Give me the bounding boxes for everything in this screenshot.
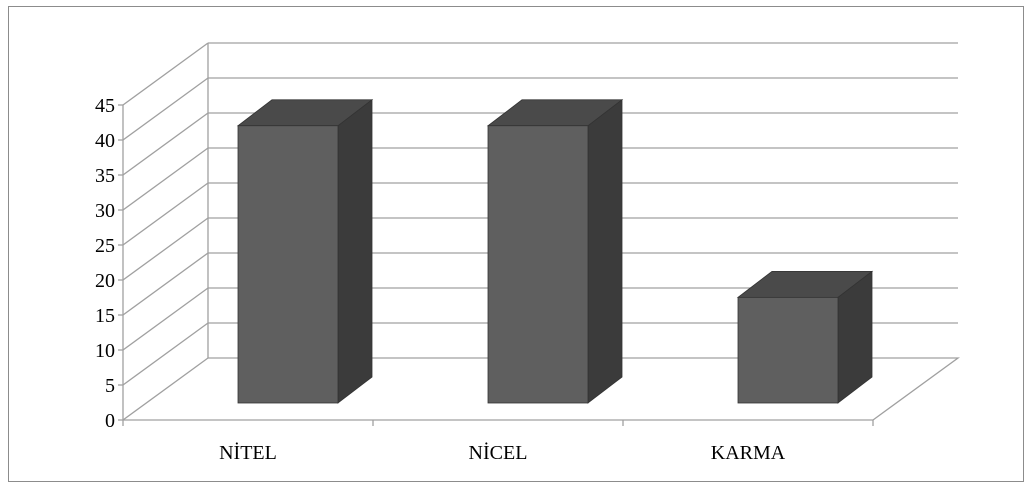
gridline-side — [122, 182, 209, 246]
gridline-side — [122, 322, 209, 386]
x-category-label: NİTEL — [219, 441, 277, 464]
gridline-side — [122, 77, 209, 141]
y-tick-label: 0 — [105, 410, 115, 432]
y-tick-label: 20 — [95, 270, 115, 292]
bar — [486, 98, 624, 404]
gridline-side — [122, 357, 209, 421]
y-tick-label: 10 — [95, 340, 115, 362]
gridline-side — [122, 217, 209, 281]
y-tick-label: 15 — [95, 305, 115, 327]
bar — [236, 98, 374, 404]
y-tick-label: 35 — [95, 165, 115, 187]
bar-side — [337, 98, 373, 404]
gridline-side — [122, 112, 209, 176]
y-tick-label: 45 — [95, 95, 115, 117]
gridline-side — [122, 287, 209, 351]
x-axis-categories: NİTEL NİCEL KARMA — [219, 441, 786, 464]
y-tick-label: 40 — [95, 130, 115, 152]
bar-side — [587, 98, 623, 404]
gridline-side — [122, 147, 209, 211]
y-tick-label: 30 — [95, 200, 115, 222]
bars — [236, 98, 874, 404]
gridline-side — [122, 252, 209, 316]
x-category-label: NİCEL — [469, 441, 528, 464]
bar-front — [737, 296, 839, 404]
x-category-label: KARMA — [711, 442, 786, 464]
bar-front — [487, 125, 589, 404]
bar-front — [237, 125, 339, 404]
gridline-side — [122, 42, 209, 106]
y-axis-ticks: 0 5 10 15 20 25 30 35 40 45 — [95, 95, 115, 432]
y-tick-label: 5 — [105, 375, 115, 397]
y-tick-label: 25 — [95, 235, 115, 257]
bar — [736, 270, 874, 404]
